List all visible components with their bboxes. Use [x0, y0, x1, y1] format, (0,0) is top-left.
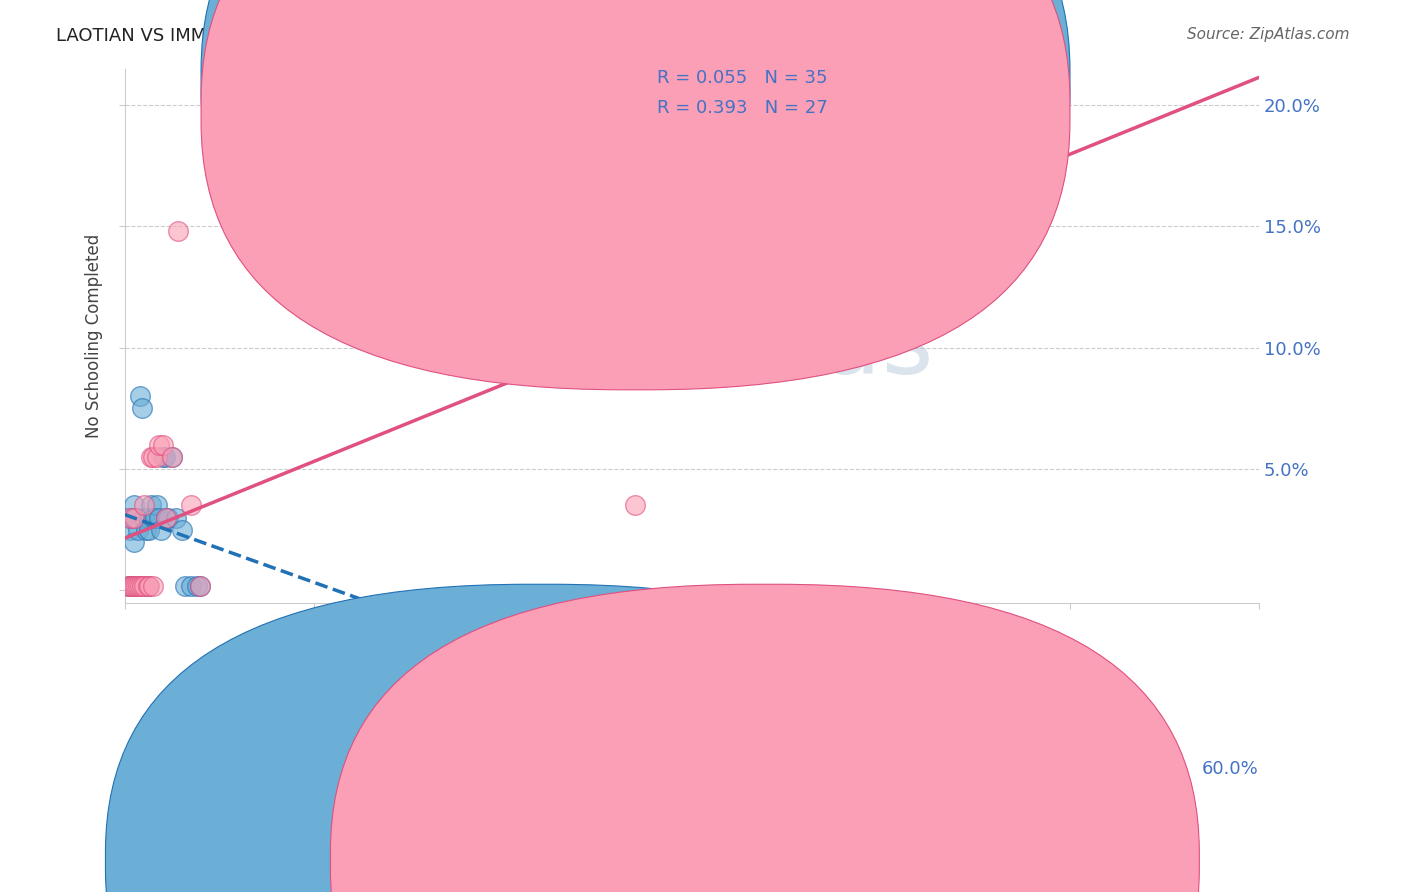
- Point: [170, 523, 193, 537]
- Text: Laotians: Laotians: [555, 838, 626, 856]
- Point: [124, 578, 146, 592]
- Point: [160, 450, 183, 464]
- Point: [132, 499, 155, 513]
- Point: [155, 510, 177, 524]
- Text: Source: ZipAtlas.com: Source: ZipAtlas.com: [1187, 27, 1350, 42]
- Point: [125, 578, 148, 592]
- Point: [124, 499, 146, 513]
- Point: [141, 450, 163, 464]
- Point: [129, 578, 152, 592]
- Point: [146, 499, 169, 513]
- Point: [142, 578, 165, 592]
- Point: [152, 438, 174, 452]
- Point: [166, 224, 188, 238]
- Point: [157, 510, 180, 524]
- Point: [132, 578, 155, 592]
- Point: [117, 510, 139, 524]
- Point: [121, 578, 143, 592]
- Text: Immigrants from England: Immigrants from England: [710, 838, 921, 856]
- Point: [120, 510, 142, 524]
- Point: [129, 389, 152, 403]
- Point: [135, 523, 157, 537]
- Point: [132, 510, 155, 524]
- Point: [190, 578, 212, 592]
- Point: [121, 510, 143, 524]
- Point: [180, 578, 202, 592]
- Y-axis label: No Schooling Completed: No Schooling Completed: [86, 234, 103, 438]
- Point: [190, 578, 212, 592]
- Point: [136, 510, 159, 524]
- Point: [794, 146, 817, 161]
- Point: [174, 578, 197, 592]
- Point: [117, 578, 139, 592]
- Point: [152, 450, 174, 464]
- Point: [180, 499, 202, 513]
- Point: [120, 523, 142, 537]
- Point: [127, 578, 149, 592]
- Point: [142, 450, 165, 464]
- Point: [624, 499, 647, 513]
- Text: R = 0.393   N = 27: R = 0.393 N = 27: [657, 99, 827, 117]
- Point: [165, 510, 187, 524]
- Text: 0.0%: 0.0%: [125, 760, 170, 779]
- Text: R = 0.055   N = 35: R = 0.055 N = 35: [657, 69, 827, 87]
- Point: [129, 578, 152, 592]
- Point: [160, 450, 183, 464]
- Point: [117, 578, 139, 592]
- Point: [131, 578, 153, 592]
- Point: [120, 578, 142, 592]
- Point: [127, 523, 149, 537]
- Point: [155, 510, 177, 524]
- Point: [120, 578, 142, 592]
- Point: [142, 510, 165, 524]
- Point: [125, 510, 148, 524]
- Text: 60.0%: 60.0%: [1202, 760, 1258, 779]
- Text: atlas: atlas: [692, 298, 934, 395]
- Point: [136, 578, 159, 592]
- Point: [148, 438, 170, 452]
- Point: [186, 578, 208, 592]
- Point: [124, 534, 146, 549]
- Point: [138, 578, 160, 592]
- Point: [146, 450, 169, 464]
- Point: [143, 510, 166, 524]
- Point: [124, 510, 146, 524]
- Text: LAOTIAN VS IMMIGRANTS FROM ENGLAND NO SCHOOLING COMPLETED CORRELATION CHART: LAOTIAN VS IMMIGRANTS FROM ENGLAND NO SC…: [56, 27, 903, 45]
- Point: [131, 401, 153, 416]
- Text: ZIP: ZIP: [496, 298, 692, 394]
- Point: [136, 578, 159, 592]
- Point: [153, 450, 176, 464]
- Point: [148, 510, 170, 524]
- Point: [138, 523, 160, 537]
- Point: [149, 523, 172, 537]
- Point: [124, 578, 146, 592]
- Point: [141, 499, 163, 513]
